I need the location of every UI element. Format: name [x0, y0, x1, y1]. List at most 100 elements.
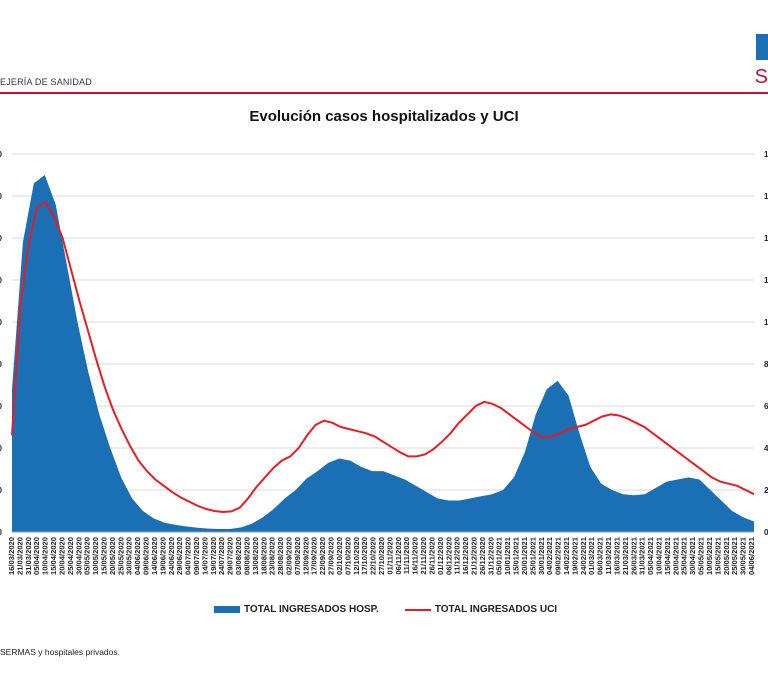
x-tick-label: 14/07/2020 [200, 537, 209, 575]
left-tick-label: 800 [0, 360, 3, 369]
x-tick-label: 02/09/2020 [285, 537, 294, 575]
x-tick-label: 11/12/2020 [453, 537, 462, 575]
x-tick-label: 13/08/2020 [251, 537, 260, 575]
x-tick-label: 01/12/2020 [436, 537, 445, 575]
chart-title: Evolución casos hospitalizados y UCI [249, 108, 519, 125]
x-tick-label: 31/12/2020 [486, 537, 495, 575]
x-tick-label: 31/03/2021 [638, 536, 647, 575]
x-tick-label: 19/06/2020 [158, 537, 167, 575]
x-tick-label: 30/04/2020 [74, 537, 83, 575]
x-tick-label: 05/05/2021 [697, 536, 706, 575]
left-tick-label: 400 [0, 444, 3, 453]
x-tick-label: 08/08/2020 [242, 537, 251, 575]
x-tick-label: 24/07/2020 [217, 537, 226, 575]
department-label: EJERÍA DE SANIDAD [0, 77, 92, 87]
x-tick-label: 27/10/2020 [377, 537, 386, 575]
legend-swatch-uci [404, 608, 431, 611]
left-tick-label: 1200 [0, 276, 3, 285]
x-tick-label: 05/04/2020 [32, 537, 41, 575]
x-tick-label: 26/11/2020 [427, 537, 436, 575]
x-tick-label: 30/05/2020 [125, 537, 134, 575]
x-tick-label: 31/03/2020 [24, 537, 33, 575]
x-tick-label: 01/03/2021 [587, 536, 596, 575]
x-tick-label: 09/02/2021 [554, 536, 563, 575]
x-tick-label: 16/03/2020 [7, 537, 16, 575]
uci-line-series [11, 200, 755, 514]
x-tick-label: 19/07/2020 [209, 537, 218, 575]
right-tick-label: 14 [764, 234, 768, 243]
x-tick-label: 20/04/2021 [671, 536, 680, 575]
x-tick-label: 14/02/2021 [562, 536, 571, 575]
x-tick-label: 24/02/2021 [579, 536, 588, 575]
x-tick-label: 17/10/2020 [360, 537, 369, 575]
x-tick-label: 16/12/2020 [461, 537, 470, 575]
x-tick-label: 25/05/2021 [730, 536, 739, 575]
x-tick-label: 09/06/2020 [142, 537, 151, 575]
x-tick-label: 20/05/2021 [722, 536, 731, 575]
x-tick-label: 05/04/2021 [646, 536, 655, 575]
x-tick-label: 03/08/2020 [234, 537, 243, 575]
x-tick-label: 02/10/2020 [335, 537, 344, 575]
x-tick-label: 06/03/2021 [596, 536, 605, 575]
left-tick-label: 1800 [0, 150, 3, 159]
x-tick-label: 11/03/2021 [604, 536, 613, 574]
x-tick-label: 14/06/2020 [150, 537, 159, 575]
x-tick-label: 29/07/2020 [226, 537, 235, 575]
x-tick-label: 25/01/2021 [528, 536, 537, 575]
x-tick-label: 15/05/2021 [713, 536, 722, 575]
right-tick-label: 2 [764, 486, 768, 495]
x-tick-label: 15/04/2021 [663, 536, 672, 575]
x-tick-label: 06/12/2020 [444, 537, 453, 575]
x-tick-label: 10/04/2021 [655, 536, 664, 575]
x-tick-label: 15/04/2020 [49, 537, 58, 575]
x-tick-label: 23/08/2020 [268, 537, 277, 575]
x-tick-label: 07/09/2020 [293, 537, 302, 575]
x-tick-label: 25/04/2020 [66, 537, 75, 575]
x-tick-label: 26/12/2020 [478, 537, 487, 575]
legend-swatch-hosp [214, 606, 240, 613]
x-tick-label: 04/02/2021 [545, 536, 554, 575]
legend-label-hosp: TOTAL INGRESADOS HOSP. [244, 604, 379, 615]
x-tick-label: 05/05/2020 [83, 537, 92, 575]
x-tick-label: 05/01/2021 [495, 536, 504, 575]
x-tick-label: 04/06/2020 [133, 537, 142, 575]
x-tick-label: 16/03/2021 [612, 536, 621, 575]
right-tick-label: 10 [764, 318, 768, 327]
left-tick-label: 200 [0, 486, 3, 495]
header-divider [0, 92, 768, 94]
x-tick-label: 20/04/2020 [57, 537, 66, 575]
x-tick-label: 26/03/2021 [629, 536, 638, 575]
x-tick-label: 21/03/2020 [15, 537, 24, 575]
left-tick-label: 1400 [0, 234, 3, 243]
x-tick-label: 22/09/2020 [318, 537, 327, 575]
x-tick-label: 19/02/2021 [570, 536, 579, 575]
x-tick-label: 12/09/2020 [301, 537, 310, 575]
hospitalization-chart: 0 0 200 2 400 4 600 6 800 8 1000 10 1200 12 1400 14 1600… [0, 150, 768, 575]
logo-letter: S [754, 66, 768, 88]
logo-mark [756, 34, 768, 60]
x-tick-label: 17/09/2020 [310, 537, 319, 575]
x-tick-label: 25/04/2021 [680, 536, 689, 575]
left-tick-label: 1600 [0, 192, 3, 201]
x-tick-label: 10/05/2020 [91, 537, 100, 575]
legend-label-uci: TOTAL INGRESADOS UCI [434, 604, 558, 615]
x-tick-label: 01/11/2020 [385, 537, 394, 575]
right-tick-label: 8 [764, 360, 768, 369]
right-tick-label: 12 [764, 276, 768, 285]
x-tick-label: 07/10/2020 [343, 537, 352, 575]
right-tick-label: 4 [764, 444, 768, 453]
x-tick-label: 06/11/2020 [394, 537, 403, 575]
x-tick-label: 10/04/2020 [41, 537, 50, 575]
x-tick-label: 20/05/2020 [108, 537, 117, 575]
right-tick-label: 16 [764, 192, 768, 201]
x-tick-label: 29/06/2020 [175, 537, 184, 575]
x-tick-label: 20/01/2021 [520, 536, 529, 575]
x-tick-label: 30/01/2021 [537, 536, 546, 575]
left-tick-label: 600 [0, 402, 3, 411]
x-tick-label: 28/08/2020 [276, 537, 285, 575]
x-tick-label: 15/05/2020 [100, 537, 109, 575]
right-tick-label: 0 [764, 528, 768, 537]
x-tick-label: 27/09/2020 [327, 537, 336, 575]
left-tick-label: 1000 [0, 318, 3, 327]
left-tick-label: 0 [0, 528, 3, 537]
